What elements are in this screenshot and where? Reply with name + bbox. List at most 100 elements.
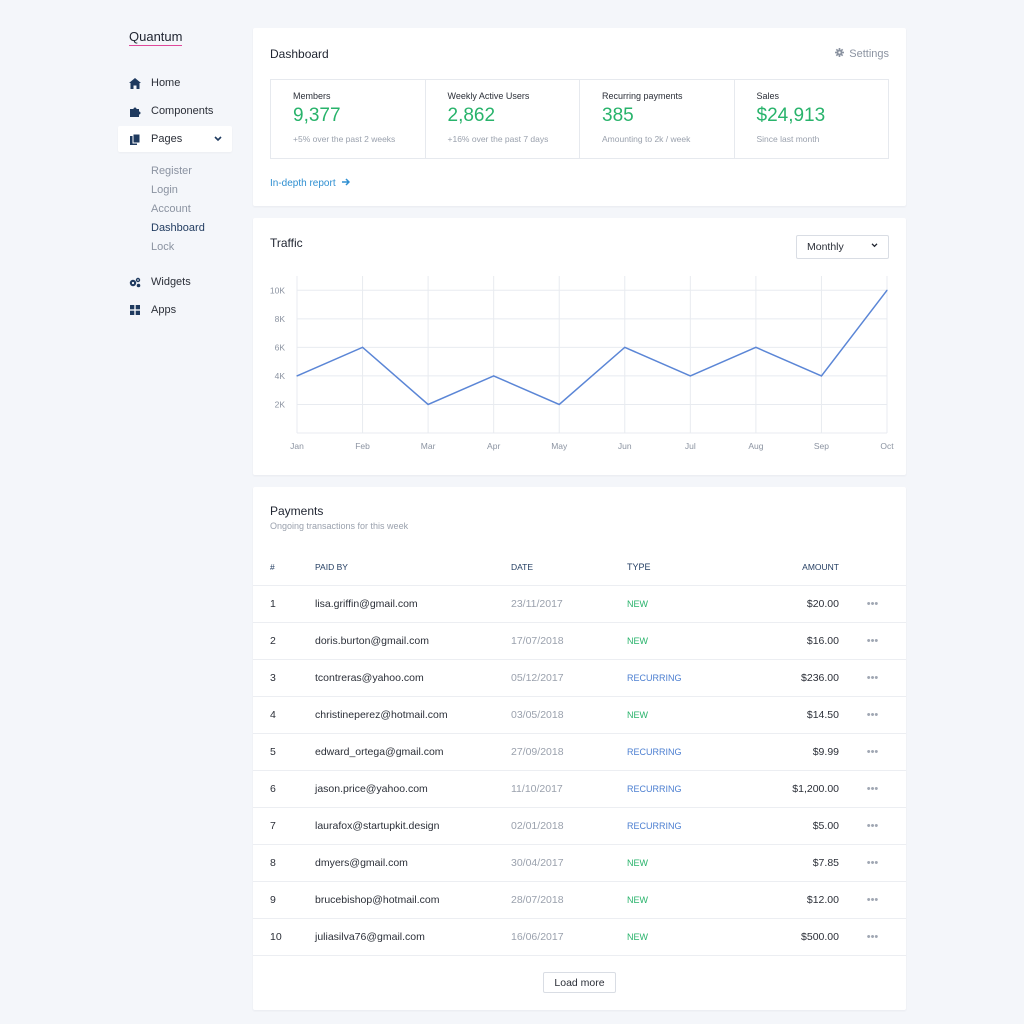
sidebar-item-apps[interactable]: Apps [118,297,232,323]
row-amount: $1,200.00 [737,770,839,808]
column-header-paid-by[interactable]: PAID BY [315,549,511,586]
row-date: 28/07/2018 [511,881,627,919]
row-type: NEW [627,844,737,882]
row-date: 05/12/2017 [511,659,627,697]
gear-icon [835,48,845,60]
row-number: 6 [253,770,315,808]
stat-note: Amounting to 2k / week [602,134,691,144]
sidebar-item-label: Pages [151,133,183,145]
more-horizontal-icon: ••• [866,597,879,610]
load-more-button[interactable]: Load more [543,972,616,993]
column-header-date[interactable]: DATE [511,549,627,586]
table-row[interactable]: 7 laurafox@startupkit.design 02/01/2018 REC… [253,807,906,845]
more-options-button[interactable]: ••• [839,881,906,919]
subnav-item-lock[interactable]: Lock [151,241,175,253]
row-amount: $236.00 [737,659,839,697]
more-options-button[interactable]: ••• [839,807,906,845]
chevron-down-icon [214,136,222,142]
pages-icon [129,133,141,145]
sidebar-item-widgets[interactable]: Widgets [118,269,232,295]
y-tick-label: 10K [270,285,285,295]
subnav-item-dashboard[interactable]: Dashboard [151,222,205,234]
row-amount: $500.00 [737,918,839,956]
stat-value: $24,913 [756,105,826,126]
row-date: 03/05/2018 [511,696,627,734]
table-row[interactable]: 6 jason.price@yahoo.com 11/10/2017 RECURRIN… [253,770,906,808]
sidebar-item-home[interactable]: Home [118,70,232,96]
row-number: 8 [253,844,315,882]
table-row[interactable]: 10 juliasilva76@gmail.com 16/06/2017 NEW $50… [253,918,906,956]
page-title: Dashboard [270,47,329,61]
data-point [624,346,626,348]
settings-button[interactable]: Settings [835,48,889,60]
report-link-label: In-depth report [270,178,336,189]
subnav-item-login[interactable]: Login [151,184,178,196]
sidebar-item-pages[interactable]: Pages [118,126,232,152]
pages-submenu: Register Login Account Dashboard Lock [118,162,232,257]
row-type: RECURRING [627,770,737,808]
table-row[interactable]: 3 tcontreras@yahoo.com 05/12/2017 RECURRING… [253,659,906,697]
cogs-icon [129,276,141,288]
row-amount: $14.50 [737,696,839,734]
table-row[interactable]: 2 doris.burton@gmail.com 17/07/2018 NEW $16.… [253,622,906,660]
data-point [427,403,429,406]
settings-label: Settings [849,48,889,60]
x-tick-label: Oct [880,441,894,451]
row-type: RECURRING [627,807,737,845]
sidebar-item-label: Components [151,105,214,117]
sidebar-item-components[interactable]: Components [118,98,232,124]
grid-icon [129,304,141,316]
y-tick-label: 8K [275,314,286,324]
more-options-button[interactable]: ••• [839,659,906,697]
in-depth-report-link[interactable]: In-depth report [270,178,350,189]
data-point [558,403,560,406]
more-horizontal-icon: ••• [866,893,879,906]
more-options-button[interactable]: ••• [839,696,906,734]
arrow-right-icon [341,178,350,189]
chevron-down-icon [871,243,878,248]
more-options-button[interactable]: ••• [839,918,906,956]
sidebar-nav: Home Components Pages Register Login Acc… [118,70,232,323]
column-header-actions [839,549,906,586]
app-logo[interactable]: Quantum [129,29,183,46]
row-date: 30/04/2017 [511,844,627,882]
row-paid-by: brucebishop@hotmail.com [315,881,511,919]
stats-panel: Members 9,377 +5% over the past 2 weeks … [270,79,889,159]
row-paid-by: lisa.griffin@gmail.com [315,585,511,623]
row-paid-by: laurafox@startupkit.design [315,807,511,845]
row-paid-by: christineperez@hotmail.com [315,696,511,734]
row-date: 02/01/2018 [511,807,627,845]
payments-table: # PAID BY DATE TYPE AMOUNT 1 lisa.griffin… [253,549,906,956]
row-amount: $16.00 [737,622,839,660]
more-options-button[interactable]: ••• [839,770,906,808]
table-row[interactable]: 8 dmyers@gmail.com 30/04/2017 NEW $7.85 ••• [253,844,906,882]
x-tick-label: Mar [421,441,436,451]
table-row[interactable]: 9 brucebishop@hotmail.com 28/07/2018 NEW $12… [253,881,906,919]
payments-table-body: 1 lisa.griffin@gmail.com 23/11/2017 NEW $20.… [253,585,906,956]
table-row[interactable]: 1 lisa.griffin@gmail.com 23/11/2017 NEW $20.… [253,585,906,623]
subnav-item-account[interactable]: Account [151,203,191,215]
payments-subtitle: Ongoing transactions for this week [270,521,409,531]
more-options-button[interactable]: ••• [839,844,906,882]
more-horizontal-icon: ••• [866,856,879,869]
subnav-item-register[interactable]: Register [151,165,192,177]
stat-note: Since last month [756,134,820,144]
column-header-number[interactable]: # [253,549,315,586]
data-point [886,289,888,291]
more-options-button[interactable]: ••• [839,733,906,771]
stat-label: Weekly Active Users [447,91,530,101]
period-select[interactable]: Monthly [796,235,889,259]
more-options-button[interactable]: ••• [839,622,906,660]
more-options-button[interactable]: ••• [839,585,906,623]
stat-label: Members [293,91,331,101]
table-header-row: # PAID BY DATE TYPE AMOUNT [253,549,906,586]
more-horizontal-icon: ••• [866,782,879,795]
row-paid-by: edward_ortega@gmail.com [315,733,511,771]
column-header-amount[interactable]: AMOUNT [737,549,839,586]
table-row[interactable]: 5 edward_ortega@gmail.com 27/09/2018 RECURR… [253,733,906,771]
row-type: NEW [627,622,737,660]
column-header-type[interactable]: TYPE [627,549,737,586]
traffic-title: Traffic [270,236,303,250]
table-row[interactable]: 4 christineperez@hotmail.com 03/05/2018 NEW… [253,696,906,734]
row-date: 27/09/2018 [511,733,627,771]
